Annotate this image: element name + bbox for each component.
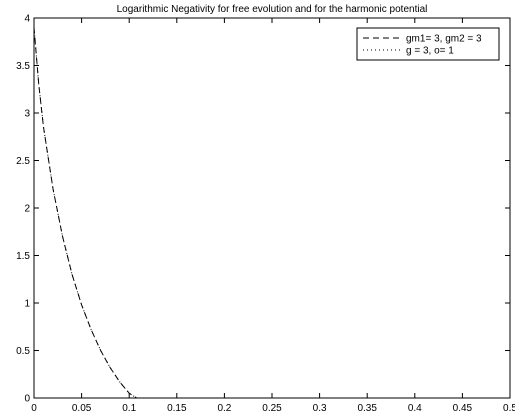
legend-box [356,27,500,61]
x-tick-label: 0 [31,403,37,414]
legend-label-0: gm1= 3, gm2 = 3 [406,34,482,45]
x-tick-label: 0.25 [262,403,282,414]
y-tick-label: 1 [24,299,30,310]
x-tick-label: 0.5 [503,403,515,414]
y-tick-label: 0 [24,394,30,405]
x-tick-label: 0.05 [72,403,92,414]
x-tick-label: 0.1 [122,403,136,414]
y-tick-label: 1.5 [16,251,30,262]
y-tick-label: 3.5 [16,61,30,72]
y-tick-label: 2 [24,204,30,215]
x-tick-label: 0.2 [217,403,231,414]
x-tick-label: 0.35 [357,403,377,414]
x-tick-label: 0.4 [408,403,422,414]
x-tick-label: 0.45 [453,403,473,414]
series-layer [33,27,510,399]
plot-frame [33,17,511,399]
y-tick-label: 3 [24,109,30,120]
x-tick-label: 0.15 [167,403,187,414]
chart-title: Logarithmic Negativity for free evolutio… [117,4,428,15]
y-tick-label: 4 [24,14,30,25]
y-tick-label: 0.5 [16,346,30,357]
series-line-1 [33,27,510,399]
legend: gm1= 3, gm2 = 3g = 3, o= 1 [356,27,500,61]
axis-ticks: 0 0.05 0.1 0.15 0.2 0.25 0.3 0.35 0.4 0.45 0.5 0 0.5… [16,14,515,415]
legend-label-1: g = 3, o= 1 [406,46,454,57]
series-line-0 [33,27,510,399]
x-tick-label: 0.3 [313,403,327,414]
y-tick-label: 2.5 [16,156,30,167]
